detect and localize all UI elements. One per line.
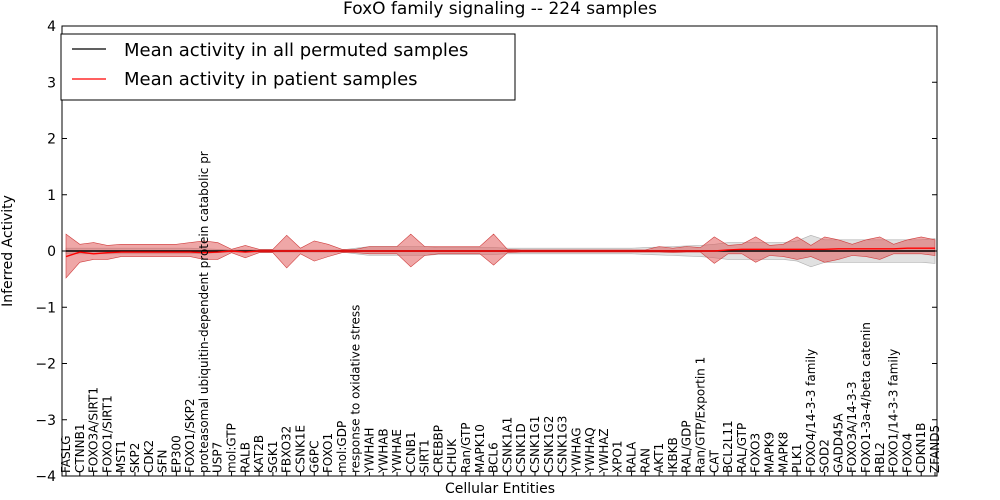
x-tick-label: CSNK1G3 (556, 416, 570, 473)
x-tick-label: PLK1 (790, 444, 804, 473)
x-tick-label: SKP2 (128, 443, 142, 473)
x-tick-label: FOXO4/14-3-3 family (804, 349, 818, 473)
x-tick-label: RBL2 (873, 442, 887, 473)
chart-title: FoxO family signaling -- 224 samples (343, 0, 657, 19)
x-tick-label: BCL2L11 (721, 420, 735, 473)
x-tick-label: FOXO4 (900, 433, 914, 473)
x-tick-label: SOD2 (818, 439, 832, 473)
x-tick-label: FOXO1/SKP2 (183, 398, 197, 473)
x-tick-label: FOXO3A/SIRT1 (87, 387, 101, 473)
legend-label-permuted: Mean activity in all permuted samples (124, 40, 468, 61)
x-tick-label: CHUK (445, 438, 459, 473)
x-tick-label: YWHAQ (583, 427, 597, 474)
series-lines (65, 247, 935, 258)
x-tick-label: RAL/GTP (735, 423, 749, 473)
x-tick-label: mol:GDP (335, 421, 349, 473)
x-tick-label: MAPK8 (776, 432, 790, 473)
legend: Mean activity in all permuted samples Me… (60, 33, 516, 101)
y-tick-label: 2 (47, 132, 56, 148)
x-tick-label: CSNK1A1 (500, 417, 514, 473)
x-tick-label: CSNK1G2 (542, 416, 556, 473)
x-axis: FASLG CTNNB1 FOXO3A/SIRT1 FOXO1/SIRT1 MST1 SK… (59, 151, 942, 476)
x-tick-label: MAPK9 (763, 432, 777, 473)
y-tick-label: 4 (47, 19, 56, 35)
y-tick-label: 3 (47, 75, 56, 91)
y-tick-label: −3 (35, 413, 56, 429)
x-tick-label: RALA (625, 441, 639, 473)
x-tick-label: CDKN1B (914, 423, 928, 473)
x-tick-label: FOXO3 (749, 433, 763, 473)
x-tick-label: G6PC (307, 440, 321, 473)
x-tick-label: RAN (638, 448, 652, 473)
x-tick-label: IKBKB (666, 437, 680, 473)
x-tick-label: XPO1 (611, 440, 625, 473)
series-line-1 (65, 247, 935, 258)
x-tick-label: CAT (707, 449, 721, 473)
x-tick-label: FOXO1-3a-4/beta catenin (859, 322, 873, 473)
x-tick-label: MST1 (114, 440, 128, 473)
x-tick-label: CSNK1G1 (528, 416, 542, 473)
y-tick-label: −2 (35, 357, 56, 373)
x-tick-label: GADD45A (831, 413, 845, 473)
x-tick-label: FBXO32 (280, 426, 294, 473)
x-tick-label: YWHAZ (597, 428, 611, 474)
x-tick-label: FOXO1/SIRT1 (100, 395, 114, 473)
y-axis: −4 −3 −2 −1 0 1 2 3 4 (35, 19, 937, 485)
x-tick-label: SGK1 (266, 441, 280, 473)
y-tick-label: 0 (47, 244, 56, 260)
x-tick-label: SIRT1 (418, 439, 432, 473)
x-tick-label: AKT1 (652, 443, 666, 473)
y-tick-label: 1 (47, 188, 56, 204)
x-tick-label: YWHAB (376, 428, 390, 474)
x-tick-label: MAPK10 (473, 424, 487, 473)
y-tick-label: −4 (35, 469, 56, 485)
x-tick-label: FOXO1/14-3-3 family (887, 349, 901, 473)
x-tick-label: BCL6 (487, 442, 501, 473)
x-tick-label: YWHAE (390, 429, 404, 474)
x-tick-label: FOXO1 (321, 433, 335, 473)
x-tick-label: Ran/GTP (459, 422, 473, 473)
x-tick-label: YWHAG (569, 427, 583, 474)
x-tick-label: FASLG (59, 435, 73, 473)
x-tick-label: CCNB1 (404, 431, 418, 473)
x-tick-label: EP300 (169, 435, 183, 473)
x-tick-label: RALB (238, 442, 252, 473)
x-tick-label: Ran/GTP/Exportin 1 (694, 357, 708, 473)
x-tick-label: proteasomal ubiquitin-dependent protein … (197, 151, 211, 473)
band-1 (65, 233, 936, 279)
x-tick-label: CSNK1E (294, 425, 308, 473)
x-tick-label: mol:GTP (225, 423, 239, 473)
x-tick-label: CREBBP (431, 425, 445, 473)
y-axis-label: Inferred Activity (0, 195, 16, 307)
x-tick-label: KAT2B (252, 435, 266, 473)
x-tick-label: CSNK1D (514, 423, 528, 473)
x-tick-label: FOXO3A/14-3-3 (845, 381, 859, 473)
x-tick-label: CTNNB1 (73, 423, 87, 473)
legend-box (60, 33, 516, 101)
x-tick-label: ZFAND5 (928, 425, 942, 473)
x-tick-label: YWHAH (363, 428, 377, 474)
x-tick-label: RAL/GDP (680, 420, 694, 473)
legend-label-patient: Mean activity in patient samples (124, 69, 418, 90)
x-tick-label: USP7 (211, 442, 225, 473)
x-tick-label: SFN (156, 450, 170, 474)
x-tick-label: response to oxidative stress (349, 305, 363, 473)
x-tick-label: CDK2 (142, 440, 156, 473)
x-axis-label: Cellular Entities (445, 481, 555, 497)
y-tick-label: −1 (35, 300, 56, 316)
